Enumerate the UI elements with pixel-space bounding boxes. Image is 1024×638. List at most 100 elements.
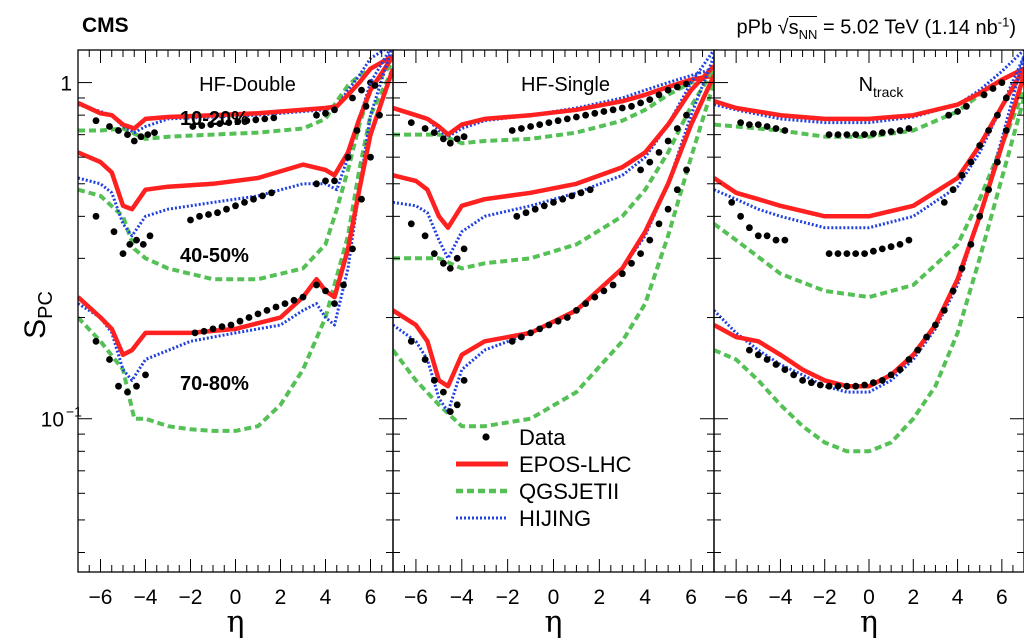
data-point [790, 371, 798, 379]
qgsjet-curve [714, 97, 1024, 454]
data-point [896, 366, 904, 373]
data-point [126, 241, 134, 248]
data-point [887, 128, 895, 136]
data-point [261, 115, 269, 123]
data-point [976, 142, 984, 149]
data-point [421, 356, 429, 363]
hijing-curve [714, 55, 1024, 230]
epos-curve [78, 54, 393, 131]
hijing-curve [78, 50, 393, 382]
data-point [545, 119, 553, 126]
qgsjet-curve [78, 54, 393, 141]
x-axis-label: η [227, 605, 245, 638]
data-point [545, 321, 553, 329]
data-point [940, 307, 948, 314]
data-point [349, 94, 356, 102]
data-point [322, 109, 329, 117]
data-point [754, 232, 762, 240]
x-tick-label: 0 [548, 586, 560, 609]
data-point [115, 382, 122, 390]
data-point [609, 106, 617, 114]
data-point [205, 211, 212, 218]
data-point [331, 177, 338, 185]
data-point [92, 337, 100, 345]
hijing-curve [393, 50, 714, 260]
panel-1: −6 −4 −2 0 2 4 6 η HF-Double [77, 49, 394, 638]
data-point [763, 123, 771, 130]
data-point [263, 307, 271, 314]
epos-curve [393, 74, 714, 389]
data-point [281, 300, 289, 307]
x-tick-label: −4 [450, 586, 474, 609]
data-point [945, 111, 953, 119]
data-point [508, 337, 516, 345]
data-point [322, 177, 329, 185]
data-point [290, 296, 298, 304]
data-point [781, 366, 789, 373]
data-point [270, 114, 278, 122]
data-point [781, 127, 789, 134]
data-point [600, 287, 608, 295]
data-point [133, 382, 140, 390]
x-tick-label: 0 [230, 586, 242, 609]
data-point [772, 361, 780, 368]
data-point [124, 131, 131, 139]
data-point [673, 186, 681, 194]
data-point [531, 205, 539, 213]
data-point [189, 123, 197, 130]
hijing-curve [714, 50, 1024, 125]
data-point [460, 133, 468, 141]
data-point [453, 401, 461, 409]
data-point [272, 303, 280, 311]
centrality-label: 70-80% [180, 373, 249, 395]
data-point [852, 131, 860, 139]
data-point [772, 236, 780, 244]
data-point [940, 199, 948, 206]
luminosity: (1.14 nb-1) [924, 14, 1016, 39]
data-point [313, 281, 320, 289]
data-point [843, 382, 851, 390]
data-point [1002, 127, 1010, 134]
data-point [772, 125, 780, 132]
data-point [144, 131, 152, 139]
legend-marker [482, 433, 490, 441]
data-point [861, 250, 868, 257]
data-point [250, 195, 257, 203]
data-point [446, 139, 454, 147]
data-point [407, 220, 415, 228]
data-point [353, 127, 361, 134]
data-point [259, 192, 266, 200]
x-tick-label: −6 [404, 586, 428, 609]
data-point [331, 106, 338, 114]
data-point [861, 131, 868, 139]
x-tick-label: −2 [179, 586, 203, 609]
data-point [430, 250, 438, 257]
data-point [664, 86, 672, 94]
data-point [430, 377, 438, 384]
x-tick-label: −4 [768, 586, 792, 609]
qgsjet-curve [393, 73, 714, 146]
data-point [646, 236, 654, 244]
epos-curve [78, 54, 393, 212]
data-point [322, 287, 329, 295]
data-point [92, 212, 100, 220]
data-point [683, 111, 690, 119]
data-point [600, 108, 608, 115]
data-point [843, 131, 851, 139]
y-tick-label: 1 [60, 73, 72, 96]
x-tick-label: 4 [320, 586, 332, 609]
data-point [146, 232, 154, 240]
data-point [568, 192, 576, 200]
x-tick-label: 4 [639, 586, 651, 609]
data-point [655, 149, 663, 156]
data-point [586, 186, 594, 194]
data-point [252, 116, 260, 124]
data-point [591, 293, 599, 301]
qgsjet-curve [393, 82, 714, 429]
data-point [843, 250, 851, 257]
data-point [932, 321, 939, 329]
data-point [536, 121, 544, 128]
data-point [878, 129, 886, 137]
data-point [191, 329, 199, 337]
data-point [133, 236, 140, 244]
